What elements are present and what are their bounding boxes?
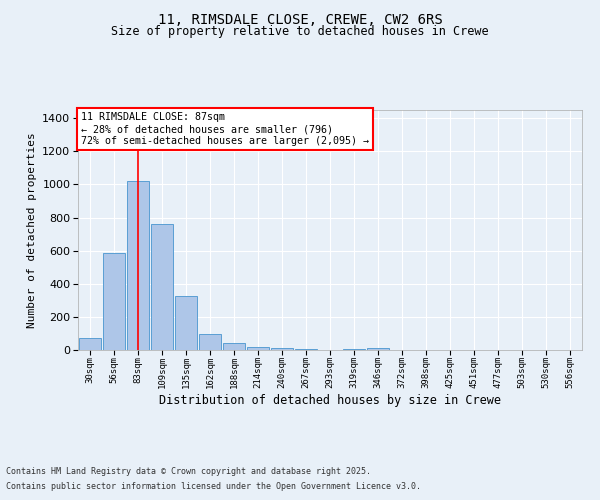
Bar xyxy=(175,296,197,350)
Bar xyxy=(151,224,173,350)
Bar xyxy=(199,334,221,350)
Y-axis label: Number of detached properties: Number of detached properties xyxy=(26,132,37,328)
Bar xyxy=(295,349,317,350)
Bar xyxy=(247,346,269,350)
Bar xyxy=(343,349,365,350)
Text: 11, RIMSDALE CLOSE, CREWE, CW2 6RS: 11, RIMSDALE CLOSE, CREWE, CW2 6RS xyxy=(158,12,442,26)
Text: Size of property relative to detached houses in Crewe: Size of property relative to detached ho… xyxy=(111,25,489,38)
Bar xyxy=(79,338,101,350)
X-axis label: Distribution of detached houses by size in Crewe: Distribution of detached houses by size … xyxy=(159,394,501,407)
Text: 11 RIMSDALE CLOSE: 87sqm
← 28% of detached houses are smaller (796)
72% of semi-: 11 RIMSDALE CLOSE: 87sqm ← 28% of detach… xyxy=(80,112,368,146)
Bar xyxy=(127,181,149,350)
Bar xyxy=(103,253,125,350)
Bar xyxy=(223,342,245,350)
Text: Contains public sector information licensed under the Open Government Licence v3: Contains public sector information licen… xyxy=(6,482,421,491)
Text: Contains HM Land Registry data © Crown copyright and database right 2025.: Contains HM Land Registry data © Crown c… xyxy=(6,467,371,476)
Bar xyxy=(367,348,389,350)
Bar xyxy=(271,348,293,350)
